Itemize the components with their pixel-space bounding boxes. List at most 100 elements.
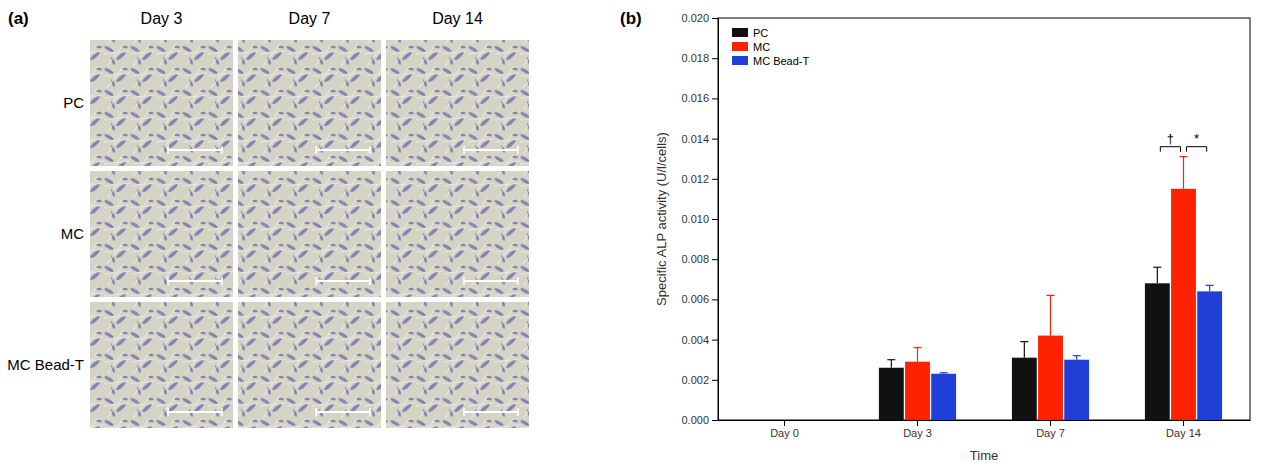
y-tick-mark xyxy=(712,340,718,341)
y-tick: 0.020 xyxy=(681,12,718,24)
micrograph xyxy=(238,40,381,166)
error-bar xyxy=(1020,342,1028,358)
bar xyxy=(1012,358,1037,420)
y-tick: 0.000 xyxy=(681,414,718,426)
panel-label: (a) xyxy=(8,9,29,28)
bar xyxy=(931,374,956,420)
x-tick-label: Day 3 xyxy=(903,427,932,439)
bar xyxy=(879,368,904,420)
error-bar xyxy=(887,360,895,368)
y-tick-label: 0.012 xyxy=(681,173,709,185)
y-tick-label: 0.018 xyxy=(681,52,709,64)
micrograph xyxy=(238,302,381,428)
scale-bar xyxy=(464,408,518,416)
row-header: PC xyxy=(63,94,84,111)
legend-swatch xyxy=(732,28,748,37)
y-tick: 0.002 xyxy=(681,374,718,386)
error-bar xyxy=(1206,285,1214,291)
scale-bar xyxy=(316,146,370,154)
legend-label: MC xyxy=(753,41,770,53)
micrograph xyxy=(386,302,529,428)
y-tick-mark xyxy=(712,299,718,300)
y-tick-label: 0.008 xyxy=(681,253,709,265)
x-tick-mark xyxy=(1183,420,1184,426)
significance-bracket xyxy=(1187,147,1207,152)
error-bar xyxy=(1073,356,1081,360)
scale-bar xyxy=(316,277,370,285)
bar xyxy=(1064,360,1089,420)
legend: PC MC MC Bead-T xyxy=(732,27,810,67)
error-bar xyxy=(940,373,948,374)
y-tick: 0.010 xyxy=(681,213,718,225)
x-tick-mark xyxy=(917,420,918,426)
row-header: MC xyxy=(61,225,84,242)
y-tick-mark xyxy=(712,179,718,180)
legend-swatch xyxy=(732,42,748,51)
y-axis: 0.000 0.002 0.004 0.006 0.008 0.010 0.012 0.014… xyxy=(681,12,718,426)
x-tick-mark xyxy=(784,420,785,426)
y-tick: 0.008 xyxy=(681,253,718,265)
column-header: Day 7 xyxy=(289,10,331,27)
y-tick-mark xyxy=(712,380,718,381)
x-axis-line xyxy=(719,420,1251,421)
y-tick-label: 0.016 xyxy=(681,92,709,104)
column-header: Day 14 xyxy=(432,10,483,27)
scale-bar xyxy=(464,146,518,154)
significance-bracket xyxy=(1160,147,1180,152)
bar xyxy=(1197,291,1222,420)
significance-label: † xyxy=(1167,131,1174,146)
legend-label: PC xyxy=(753,27,768,39)
legend-label: MC Bead-T xyxy=(753,55,810,67)
x-tick: Day 14 xyxy=(1166,420,1201,439)
bar xyxy=(905,362,930,420)
y-tick: 0.014 xyxy=(681,133,718,145)
y-tick-mark xyxy=(712,18,718,19)
bar xyxy=(1038,336,1063,420)
annotations: †* xyxy=(1160,131,1206,152)
y-tick-mark xyxy=(712,58,718,59)
panel-a: (a)Day 3Day 7Day 14PCMCMC Bead-T xyxy=(7,9,529,428)
y-tick: 0.006 xyxy=(681,293,718,305)
micrograph xyxy=(90,302,233,428)
x-axis: Day 0Day 3Day 7Day 14 xyxy=(719,420,1251,439)
x-tick: Day 3 xyxy=(903,420,932,439)
scale-bar xyxy=(464,277,518,285)
y-tick-label: 0.002 xyxy=(681,374,709,386)
y-tick-mark xyxy=(712,98,718,99)
x-tick-mark xyxy=(1050,420,1051,426)
bar xyxy=(1171,189,1196,420)
y-tick: 0.004 xyxy=(681,334,718,346)
y-tick-label: 0.014 xyxy=(681,133,709,145)
micrograph xyxy=(386,171,529,297)
bar xyxy=(1145,283,1170,420)
y-axis-line xyxy=(718,19,719,421)
panel-label: (b) xyxy=(620,9,642,28)
y-tick-mark xyxy=(712,259,718,260)
error-bar xyxy=(1180,157,1188,189)
x-tick-label: Day 0 xyxy=(770,427,799,439)
y-tick: 0.016 xyxy=(681,92,718,104)
legend-swatch xyxy=(732,56,748,65)
y-tick: 0.018 xyxy=(681,52,718,64)
scale-bar xyxy=(168,277,222,285)
y-tick-label: 0.000 xyxy=(681,414,709,426)
scale-bar xyxy=(316,408,370,416)
bars xyxy=(879,157,1222,420)
y-tick-label: 0.006 xyxy=(681,293,709,305)
y-tick-mark xyxy=(712,420,718,421)
panel-b: (b)0.0000.0020.0040.0060.0080.0100.0120.… xyxy=(620,9,1251,463)
scale-bar xyxy=(168,146,222,154)
row-header: MC Bead-T xyxy=(7,356,84,373)
scale-bar xyxy=(168,408,222,416)
significance-label: * xyxy=(1194,131,1199,146)
micrograph xyxy=(90,171,233,297)
micrograph xyxy=(386,40,529,166)
error-bar xyxy=(1047,295,1055,335)
x-tick-label: Day 14 xyxy=(1166,427,1201,439)
micrograph xyxy=(238,171,381,297)
y-tick-label: 0.004 xyxy=(681,334,709,346)
y-axis-title: Specific ALP activity (U/l/cells) xyxy=(654,132,669,306)
micrograph xyxy=(90,40,233,166)
plot-frame xyxy=(718,18,1250,420)
y-tick-mark xyxy=(712,139,718,140)
